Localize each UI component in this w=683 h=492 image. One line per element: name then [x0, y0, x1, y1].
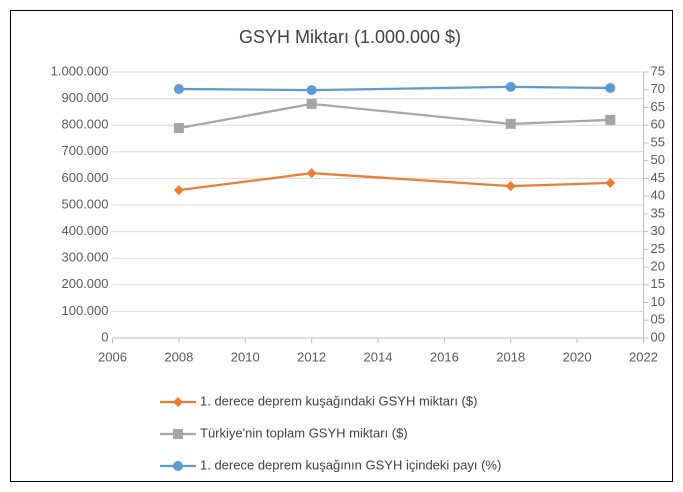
y2-tick-label: 25: [651, 241, 665, 256]
chart-frame: [10, 10, 673, 482]
y2-tick-label: 40: [651, 188, 665, 203]
y2-tick-label: 20: [651, 259, 665, 274]
data-point: [505, 181, 516, 192]
y2-tick-label: 55: [651, 134, 665, 149]
y-tick-label: 400.000: [62, 223, 109, 238]
x-tick-label: 2022: [629, 349, 658, 364]
x-tick-label: 2012: [297, 349, 326, 364]
y2-tick-label: 60: [651, 117, 665, 132]
y-tick-label: 800.000: [62, 117, 109, 132]
series-line: [178, 85, 611, 92]
y2-tick-label: 45: [651, 170, 665, 185]
y2-tick-label: 65: [651, 99, 665, 114]
x-tick-label: 2020: [563, 349, 592, 364]
y2-tick-label: 30: [651, 223, 665, 238]
data-point: [505, 118, 516, 129]
y-tick-label: 200.000: [62, 276, 109, 291]
y-tick-label: 700.000: [62, 143, 109, 158]
y-tick-label: 500.000: [62, 196, 109, 211]
legend-marker: [173, 461, 183, 471]
y-tick-label: 600.000: [62, 170, 109, 185]
series-line: [178, 102, 611, 130]
y-tick-label: 1.000.000: [51, 63, 109, 78]
y-tick-label: 100.000: [62, 303, 109, 318]
data-point: [306, 85, 317, 96]
chart-title: GSYH Miktarı (1.000.000 $): [239, 27, 461, 47]
x-tick-label: 2006: [98, 349, 127, 364]
x-tick-label: 2008: [164, 349, 193, 364]
data-point: [173, 185, 184, 196]
data-point: [505, 81, 516, 92]
y2-tick-label: 15: [651, 276, 665, 291]
y2-tick-label: 50: [651, 152, 665, 167]
x-tick-label: 2014: [364, 349, 393, 364]
y-tick-label: 300.000: [62, 250, 109, 265]
y2-tick-label: 10: [651, 294, 665, 309]
legend-label: Türkiye'nin toplam GSYH miktarı ($): [200, 425, 408, 440]
y2-tick-label: 05: [651, 312, 665, 327]
y2-tick-label: 00: [651, 329, 665, 344]
x-tick-label: 2018: [496, 349, 525, 364]
data-point: [605, 114, 616, 125]
data-point: [605, 82, 616, 93]
series-line: [178, 171, 611, 192]
x-tick-label: 2010: [231, 349, 260, 364]
y-tick-label: 900.000: [62, 90, 109, 105]
legend-marker: [173, 429, 183, 439]
x-tick-label: 2016: [430, 349, 459, 364]
y2-tick-label: 35: [651, 205, 665, 220]
y2-tick-label: 75: [651, 63, 665, 78]
y-tick-label: 0: [101, 329, 108, 344]
data-point: [173, 84, 184, 95]
legend-marker: [173, 397, 183, 407]
data-point: [605, 177, 616, 188]
legend-label: 1. derece deprem kuşağındaki GSYH miktar…: [200, 393, 477, 408]
data-point: [306, 168, 317, 179]
y2-tick-label: 70: [651, 81, 665, 96]
legend-label: 1. derece deprem kuşağının GSYH içindeki…: [200, 457, 501, 472]
data-point: [306, 98, 317, 109]
data-point: [173, 123, 184, 134]
